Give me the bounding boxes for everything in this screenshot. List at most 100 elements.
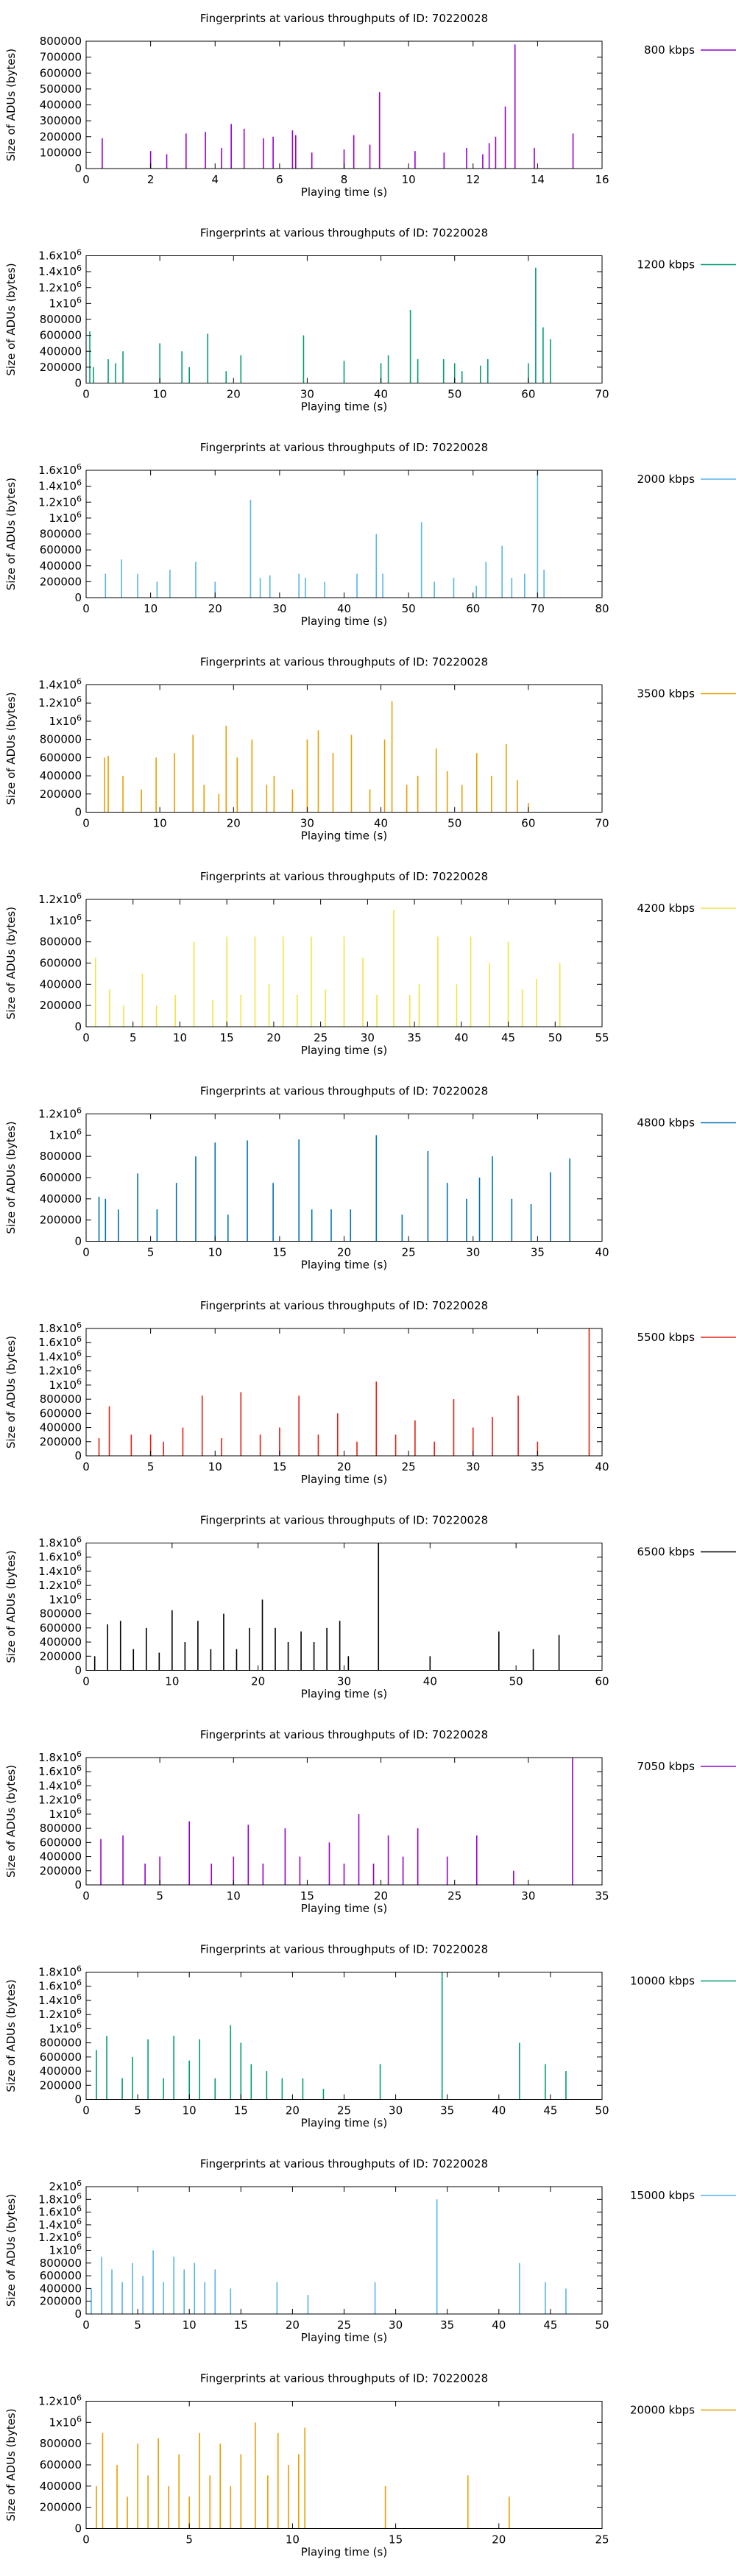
y-tick-label: 100000 xyxy=(40,146,82,159)
x-tick-label: 40 xyxy=(337,602,351,615)
chart-title: Fingerprints at various throughputs of I… xyxy=(200,1514,488,1527)
y-axis-label: Size of ADUs (bytes) xyxy=(4,263,18,375)
x-tick-label: 10 xyxy=(183,2318,197,2332)
x-tick-label: 10 xyxy=(153,817,167,830)
x-tick-label: 35 xyxy=(440,2104,454,2117)
y-tick-label: 1.8x106 xyxy=(38,1320,82,1335)
x-tick-label: 60 xyxy=(595,1675,609,1688)
chart-panel: Fingerprints at various throughputs of I… xyxy=(4,1514,736,1701)
x-tick-label: 45 xyxy=(543,2318,557,2332)
y-tick-label: 800000 xyxy=(40,935,82,949)
x-axis-label: Playing time (s) xyxy=(301,2117,387,2130)
y-tick-label: 1x106 xyxy=(49,1806,82,1821)
y-axis-label: Size of ADUs (bytes) xyxy=(4,907,18,1019)
y-tick-label: 400000 xyxy=(40,977,82,991)
y-tick-label: 200000 xyxy=(40,1435,82,1448)
x-tick-label: 0 xyxy=(82,2318,90,2332)
y-tick-label: 1.6x106 xyxy=(38,1549,82,1564)
x-tick-label: 0 xyxy=(82,2104,90,2117)
y-tick-label: 600000 xyxy=(40,1406,82,1420)
legend-label: 15000 kbps xyxy=(630,2189,695,2202)
y-tick-label: 0 xyxy=(74,806,82,819)
x-tick-label: 45 xyxy=(543,2104,557,2117)
x-tick-label: 10 xyxy=(165,1675,179,1688)
y-tick-label: 200000 xyxy=(40,2295,82,2308)
y-tick-label: 600000 xyxy=(40,751,82,764)
y-axis-label: Size of ADUs (bytes) xyxy=(4,1550,18,1663)
x-tick-label: 20 xyxy=(374,1889,388,1903)
y-tick-label: 1.4x106 xyxy=(38,478,82,493)
chart-panel: Fingerprints at various throughputs of I… xyxy=(4,441,736,628)
x-axis-label: Playing time (s) xyxy=(301,1688,387,1701)
legend-label: 2000 kbps xyxy=(637,473,696,486)
x-tick-label: 70 xyxy=(531,602,545,615)
chart-title: Fingerprints at various throughputs of I… xyxy=(200,441,488,454)
y-tick-label: 1x106 xyxy=(49,1591,82,1606)
x-tick-label: 35 xyxy=(440,2318,454,2332)
y-tick-label: 1.2x106 xyxy=(38,280,82,294)
chart-title: Fingerprints at various throughputs of I… xyxy=(200,656,488,669)
chart-panel: Fingerprints at various throughputs of I… xyxy=(4,1085,736,1272)
y-tick-label: 600000 xyxy=(40,2050,82,2064)
x-tick-label: 0 xyxy=(82,388,90,401)
y-axis-label: Size of ADUs (bytes) xyxy=(4,692,18,804)
y-tick-label: 300000 xyxy=(40,114,82,127)
chart-title: Fingerprints at various throughputs of I… xyxy=(200,1943,488,1956)
y-tick-label: 0 xyxy=(74,2307,82,2321)
y-tick-label: 1.2x106 xyxy=(38,1577,82,1592)
y-tick-label: 1x106 xyxy=(49,2414,82,2429)
x-tick-label: 50 xyxy=(548,1031,562,1044)
y-tick-label: 1x106 xyxy=(49,2243,82,2257)
x-tick-label: 10 xyxy=(208,1460,222,1473)
chart-title: Fingerprints at various throughputs of I… xyxy=(200,12,488,25)
x-axis-label: Playing time (s) xyxy=(301,400,387,414)
y-tick-label: 1.8x106 xyxy=(38,1749,82,1764)
y-tick-label: 1.2x106 xyxy=(38,695,82,710)
x-tick-label: 50 xyxy=(447,388,461,401)
x-tick-label: 15 xyxy=(220,1031,234,1044)
x-axis-label: Playing time (s) xyxy=(301,1259,387,1272)
x-tick-label: 35 xyxy=(408,1031,422,1044)
y-tick-label: 400000 xyxy=(40,1635,82,1649)
x-tick-label: 35 xyxy=(595,1889,609,1903)
x-tick-label: 35 xyxy=(531,1246,545,1259)
y-tick-label: 800000 xyxy=(40,1393,82,1406)
legend-label: 5500 kbps xyxy=(637,1331,696,1344)
chart-title: Fingerprints at various throughputs of I… xyxy=(200,227,488,240)
x-tick-label: 30 xyxy=(300,388,314,401)
x-tick-label: 10 xyxy=(208,1246,222,1259)
y-tick-label: 1.8x106 xyxy=(38,1964,82,1979)
y-axis-label: Size of ADUs (bytes) xyxy=(4,49,18,161)
chart-panel: Fingerprints at various throughputs of I… xyxy=(4,1943,736,2130)
x-tick-label: 25 xyxy=(337,2318,351,2332)
x-tick-label: 4 xyxy=(211,173,219,186)
x-axis-label: Playing time (s) xyxy=(301,2546,387,2559)
x-tick-label: 20 xyxy=(208,602,222,615)
y-tick-label: 1x106 xyxy=(49,1127,82,1142)
chart-panel: Fingerprints at various throughputs of I… xyxy=(4,12,736,199)
x-axis-label: Playing time (s) xyxy=(301,1473,387,1486)
chart-panel: Fingerprints at various throughputs of I… xyxy=(4,227,736,414)
chart-panel: Fingerprints at various throughputs of I… xyxy=(4,1299,736,1486)
chart-panel: Fingerprints at various throughputs of I… xyxy=(4,870,736,1057)
x-tick-label: 30 xyxy=(466,1246,480,1259)
y-tick-label: 200000 xyxy=(40,1649,82,1663)
y-tick-label: 1.2x106 xyxy=(38,2229,82,2244)
y-tick-label: 1.2x106 xyxy=(38,2393,82,2408)
chart-title: Fingerprints at various throughputs of I… xyxy=(200,2372,488,2385)
y-tick-label: 600000 xyxy=(40,2269,82,2282)
legend-label: 20000 kbps xyxy=(630,2404,695,2417)
plot-frame xyxy=(85,1543,603,1671)
x-tick-label: 70 xyxy=(595,817,609,830)
x-axis-label: Playing time (s) xyxy=(301,829,387,843)
y-tick-label: 400000 xyxy=(40,1421,82,1434)
y-tick-label: 0 xyxy=(74,2522,82,2536)
y-tick-label: 600000 xyxy=(40,329,82,342)
y-tick-label: 800000 xyxy=(40,733,82,746)
y-tick-label: 0 xyxy=(74,2093,82,2106)
legend-label: 7050 kbps xyxy=(637,1760,696,1773)
x-tick-label: 10 xyxy=(144,602,158,615)
plot-frame xyxy=(85,684,603,813)
x-tick-label: 40 xyxy=(492,2318,506,2332)
y-tick-label: 600000 xyxy=(40,2458,82,2471)
